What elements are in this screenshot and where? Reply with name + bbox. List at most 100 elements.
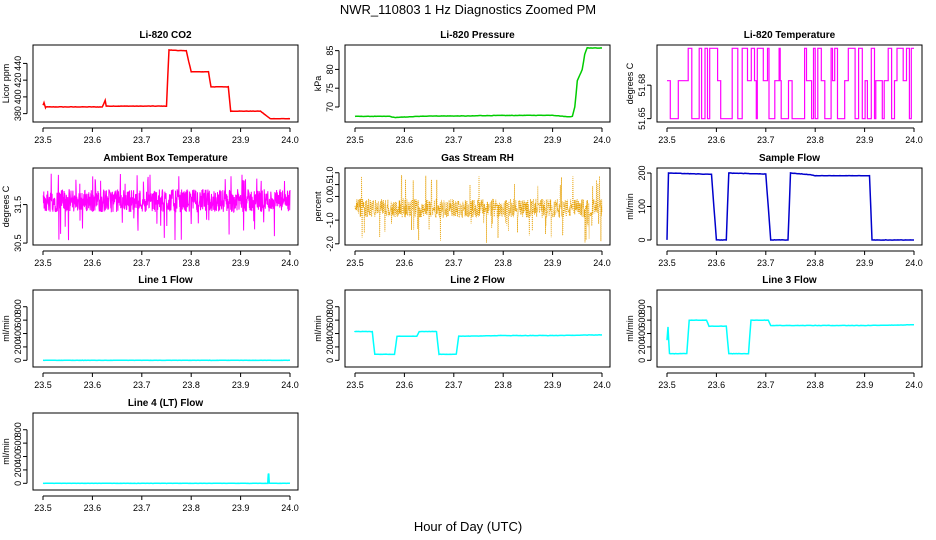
y-tick-label: 800 [637, 299, 647, 314]
y-axis-label: degrees C [625, 62, 635, 104]
x-tick-label: 23.7 [133, 380, 151, 390]
y-tick-label: 200 [637, 339, 647, 354]
x-tick-label: 23.5 [34, 503, 52, 513]
x-tick-label: 23.8 [806, 380, 824, 390]
y-tick-label: 0 [13, 481, 23, 486]
panel-5: Gas Stream RH 23.5 23.6 23.7 23.8 23.9 24.0 -2.… [313, 153, 611, 268]
y-tick-label: 420 [13, 73, 23, 88]
x-tick-label: 23.7 [133, 135, 151, 145]
x-tick-label: 23.7 [757, 258, 775, 268]
figure-xlabel: Hour of Day (UTC) [414, 519, 522, 534]
x-tick-label: 23.8 [494, 258, 512, 268]
plot-frame [656, 167, 923, 246]
x-tick-label: 23.5 [34, 380, 52, 390]
x-tick-label: 24.0 [593, 258, 611, 268]
panel-title: Sample Flow [759, 153, 820, 164]
y-axis-label: ml/min [1, 438, 11, 465]
x-tick-label: 24.0 [905, 258, 923, 268]
x-tick-label: 23.9 [856, 258, 874, 268]
plot-frame [344, 289, 611, 368]
series-line [354, 46, 603, 119]
y-tick-label: -2.0 [325, 236, 335, 252]
panel-10: Line 4 (LT) Flow 23.5 23.6 23.7 23.8 23.9 24.0… [1, 398, 299, 513]
plot-frame [656, 44, 923, 123]
panel-grid: Li-820 CO2 23.5 23.6 23.7 23.8 23.9 24.0 380 400… [1, 30, 923, 513]
panel-2: Li-820 Pressure 23.5 23.6 23.7 23.8 23.9 24.0 7… [313, 30, 611, 145]
x-tick-label: 23.8 [494, 380, 512, 390]
y-axis-label: percent [313, 191, 323, 222]
y-axis-label: kPa [313, 76, 323, 92]
y-tick-label: 380 [13, 106, 23, 121]
x-tick-label: 23.8 [182, 380, 200, 390]
x-tick-label: 23.6 [708, 135, 726, 145]
x-tick-label: 23.5 [658, 135, 676, 145]
x-tick-label: 23.7 [445, 380, 463, 390]
y-tick-label: 600 [637, 313, 647, 328]
x-tick-label: 24.0 [281, 258, 299, 268]
y-tick-label: -1.0 [325, 212, 335, 228]
panel-title: Li-820 CO2 [139, 30, 192, 41]
series-line [42, 473, 291, 485]
x-tick-label: 23.9 [544, 380, 562, 390]
panel-title: Line 4 (LT) Flow [128, 398, 204, 409]
series-line [42, 173, 291, 241]
y-tick-label: 440 [13, 56, 23, 71]
plot-frame [344, 44, 611, 123]
y-tick-label: 0 [325, 358, 335, 363]
series-line [354, 330, 603, 356]
x-tick-label: 23.6 [396, 258, 414, 268]
x-tick-label: 23.5 [34, 258, 52, 268]
y-tick-label: 200 [637, 166, 647, 181]
x-tick-label: 24.0 [593, 135, 611, 145]
series-line [666, 319, 914, 355]
x-tick-label: 23.6 [396, 135, 414, 145]
x-tick-label: 23.7 [445, 135, 463, 145]
y-axis-label: ml/min [313, 315, 323, 342]
y-tick-label: 0.5 [325, 178, 335, 191]
x-tick-label: 23.9 [856, 135, 874, 145]
x-tick-label: 23.8 [806, 258, 824, 268]
panel-3: Li-820 Temperature 23.5 23.6 23.7 23.8 23.9 24… [625, 30, 923, 145]
panel-title: Line 2 Flow [450, 275, 505, 286]
x-tick-label: 23.7 [133, 503, 151, 513]
y-tick-label: 30.5 [13, 234, 23, 252]
x-tick-label: 23.9 [232, 380, 250, 390]
x-tick-label: 23.9 [232, 503, 250, 513]
x-tick-label: 23.6 [396, 380, 414, 390]
panel-title: Ambient Box Temperature [103, 153, 228, 164]
y-tick-label: 80 [325, 64, 335, 74]
panel-1: Li-820 CO2 23.5 23.6 23.7 23.8 23.9 24.0 380 400… [1, 30, 299, 145]
panel-6: Sample Flow 23.5 23.6 23.7 23.8 23.9 24.0 0 100 2… [625, 153, 923, 268]
y-tick-label: 400 [13, 326, 23, 341]
y-tick-label: 800 [325, 299, 335, 314]
series-line [666, 172, 914, 241]
x-tick-label: 23.8 [182, 503, 200, 513]
panel-title: Li-820 Temperature [744, 30, 836, 41]
x-tick-label: 23.9 [232, 258, 250, 268]
x-tick-label: 23.7 [445, 258, 463, 268]
y-axis-label: ml/min [1, 315, 11, 342]
x-tick-label: 24.0 [281, 135, 299, 145]
x-tick-label: 23.5 [658, 258, 676, 268]
x-tick-label: 23.5 [658, 380, 676, 390]
x-tick-label: 23.6 [708, 258, 726, 268]
y-tick-label: 51.65 [637, 107, 647, 130]
y-tick-label: 0.0 [325, 190, 335, 203]
y-tick-label: 200 [325, 339, 335, 354]
plot-frame [32, 412, 299, 491]
panel-4: Ambient Box Temperature 23.5 23.6 23.7 23.8 2… [1, 153, 299, 268]
x-tick-label: 23.9 [544, 258, 562, 268]
y-tick-label: 85 [325, 46, 335, 56]
y-axis-label: ml/min [625, 193, 635, 220]
x-tick-label: 24.0 [905, 380, 923, 390]
x-tick-label: 23.8 [494, 135, 512, 145]
y-tick-label: 800 [13, 422, 23, 437]
y-axis-label: degrees C [1, 185, 11, 227]
y-tick-label: 200 [13, 339, 23, 354]
y-tick-label: 0 [637, 237, 647, 242]
x-tick-label: 23.7 [757, 135, 775, 145]
x-tick-label: 23.6 [84, 135, 102, 145]
x-tick-label: 23.9 [856, 380, 874, 390]
y-tick-label: 100 [637, 199, 647, 214]
plot-frame [32, 289, 299, 368]
